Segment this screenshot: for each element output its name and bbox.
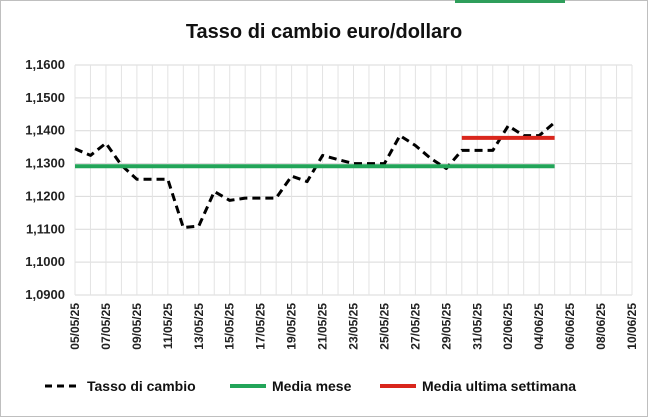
x-tick-label: 19/05/25 [285, 303, 299, 350]
x-tick-label: 11/05/25 [161, 303, 175, 349]
x-tick-label: 06/06/25 [563, 303, 577, 350]
x-axis-ticks: 05/05/25 07/05/25 09/05/25 11/05/25 13/05/25… [68, 303, 639, 350]
x-tick-label: 31/05/25 [470, 303, 484, 350]
x-tick-label: 08/06/25 [594, 303, 608, 350]
chart-grid [74, 64, 633, 296]
x-tick-label: 23/05/25 [347, 303, 361, 350]
x-tick-label: 21/05/25 [316, 303, 330, 350]
x-tick-label: 25/05/25 [377, 303, 391, 350]
x-tick-label: 02/06/25 [501, 303, 515, 350]
x-tick-label: 07/05/25 [99, 303, 113, 350]
legend-label: Tasso di cambio [87, 378, 196, 394]
y-tick-label: 1,1000 [25, 254, 65, 269]
y-tick-label: 1,1300 [25, 156, 65, 171]
x-tick-label: 29/05/25 [439, 303, 453, 350]
chart-series [74, 121, 556, 230]
x-tick-label: 10/06/25 [625, 303, 639, 350]
chart-legend: Tasso di cambio Media mese Media ultima se… [45, 378, 576, 394]
x-tick-label: 05/05/25 [68, 303, 82, 350]
x-tick-label: 27/05/25 [408, 303, 422, 350]
y-tick-label: 1,1100 [26, 221, 65, 236]
y-tick-label: 1,1600 [25, 57, 65, 72]
y-tick-label: 1,1500 [25, 90, 65, 105]
chart-title: Tasso di cambio euro/dollaro [186, 21, 462, 43]
y-axis-ticks: 1,0900 1,1000 1,1100 1,1200 1,1300 1,1400 1,15… [25, 57, 65, 302]
series-line [74, 121, 556, 230]
x-tick-label: 15/05/25 [223, 303, 237, 350]
legend-label: Media mese [272, 378, 352, 394]
y-tick-label: 1,0900 [25, 287, 65, 302]
y-tick-label: 1,1200 [25, 188, 65, 203]
x-tick-label: 17/05/25 [254, 303, 268, 350]
top-accent-bar [455, 0, 565, 3]
x-tick-label: 09/05/25 [130, 303, 144, 350]
y-tick-label: 1,1400 [25, 123, 65, 138]
x-tick-label: 04/06/25 [532, 303, 546, 350]
legend-label: Media ultima settimana [422, 378, 576, 394]
x-tick-label: 13/05/25 [192, 303, 206, 350]
